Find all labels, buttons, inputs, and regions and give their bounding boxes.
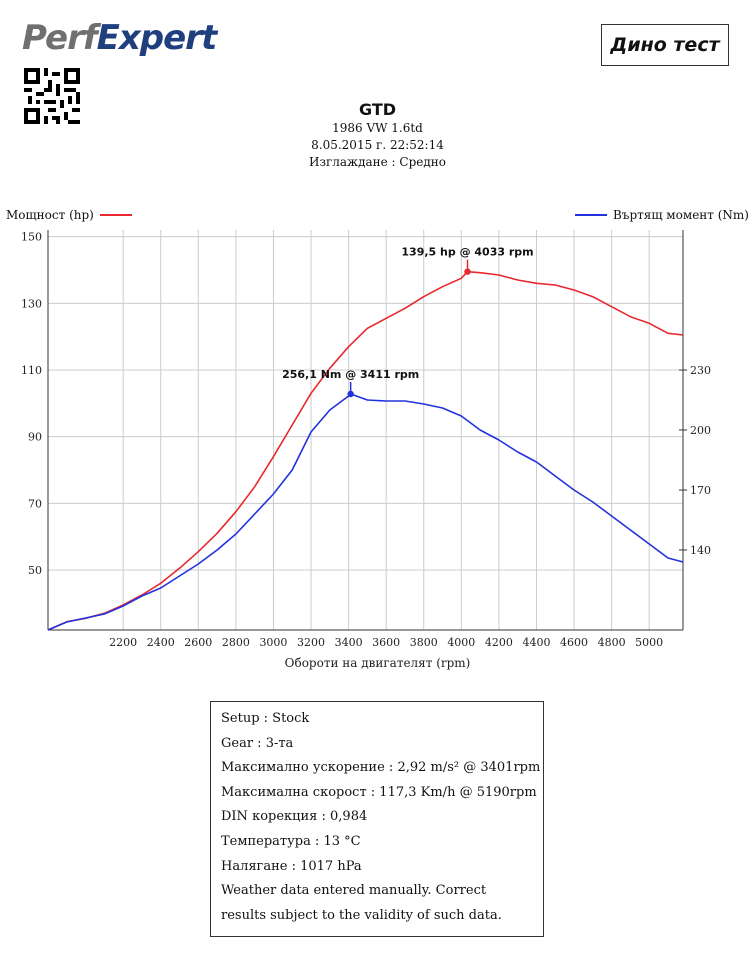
legend-power-label: Мощност (hp): [6, 208, 94, 222]
torque-curve: [47, 393, 684, 631]
y-right-tick-label: 230: [690, 364, 711, 377]
vehicle-subtitle: 1986 VW 1.6td: [332, 121, 423, 135]
y-left-tick-label: 130: [21, 297, 42, 310]
power-curve: [47, 270, 684, 631]
power-peak-label: 139,5 hp @ 4033 rpm: [401, 246, 533, 259]
legend-torque-label: Въртящ момент (Nm): [612, 208, 749, 222]
x-tick-label: 5000: [635, 636, 663, 649]
x-tick-label: 4200: [485, 636, 513, 649]
x-tick-label: 2600: [184, 636, 212, 649]
x-tick-label: 3200: [297, 636, 325, 649]
info-line: Gear : 3-та: [221, 735, 294, 751]
test-info-box: Setup : Stock Gear : 3-та Максимално уск…: [210, 701, 544, 937]
info-line: Налягане : 1017 hPa: [221, 858, 362, 874]
legend-torque: Въртящ момент (Nm): [574, 208, 749, 222]
smoothing-label: Изглаждане : Средно: [308, 155, 446, 169]
x-tick-label: 3600: [372, 636, 400, 649]
info-line: Setup : Stock: [221, 711, 310, 726]
x-axis-label: Обороти на двигателят (rpm): [285, 656, 471, 670]
x-tick-label: 4800: [598, 636, 626, 649]
x-tick-label: 4000: [447, 636, 475, 649]
x-tick-label: 2800: [222, 636, 250, 649]
y-right-tick-label: 140: [690, 544, 711, 557]
x-tick-label: 4600: [560, 636, 588, 649]
dyno-chart: 2200 2400 2600 2800 3000 3200 3400 3600 3800 4000…: [21, 230, 711, 670]
legend-torque-swatch: [574, 214, 607, 216]
y-left-tick-label: 110: [21, 364, 42, 377]
y-left-tick-label: 50: [28, 564, 42, 577]
info-line: results subject to the validity of such …: [221, 907, 502, 923]
legend-power: Мощност (hp): [6, 208, 132, 222]
logo-part2: Expert: [96, 18, 218, 58]
info-line: Максимално ускорение : 2,92 m/s² @ 3401r…: [221, 760, 541, 776]
y-right-tick-label: 200: [690, 424, 711, 437]
torque-peak-marker: [347, 390, 354, 398]
y-left-tick-label: 150: [21, 231, 42, 244]
x-tick-label: 2400: [147, 636, 175, 649]
perfexpert-logo: PerfExpert: [22, 18, 218, 58]
torque-peak-label: 256,1 Nm @ 3411 rpm: [282, 368, 419, 381]
y-right-tick-label: 170: [690, 484, 711, 497]
x-tick-label: 4400: [522, 636, 550, 649]
legend-power-swatch: [99, 214, 132, 216]
logo-part1: Perf: [22, 18, 98, 58]
qr-code-icon: [24, 68, 80, 124]
power-peak-marker: [464, 268, 471, 275]
dyno-test-badge: Дино тест: [601, 24, 729, 66]
y-left-tick-label: 70: [28, 497, 42, 510]
info-line: DIN корекция : 0,984: [221, 809, 368, 825]
info-line: Температура : 13 °C: [221, 833, 361, 849]
x-tick-label: 3400: [335, 636, 363, 649]
info-line: Weather data entered manually. Correct: [221, 883, 487, 899]
x-tick-label: 2200: [109, 636, 137, 649]
info-line: Максимална скорост : 117,3 Km/h @ 5190rp…: [221, 784, 537, 800]
y-left-tick-label: 90: [28, 431, 42, 444]
x-tick-label: 3000: [259, 636, 287, 649]
chart-title: GTD: [358, 100, 397, 119]
x-tick-label: 3800: [410, 636, 438, 649]
test-datetime: 8.05.2015 г. 22:52:14: [311, 138, 444, 152]
